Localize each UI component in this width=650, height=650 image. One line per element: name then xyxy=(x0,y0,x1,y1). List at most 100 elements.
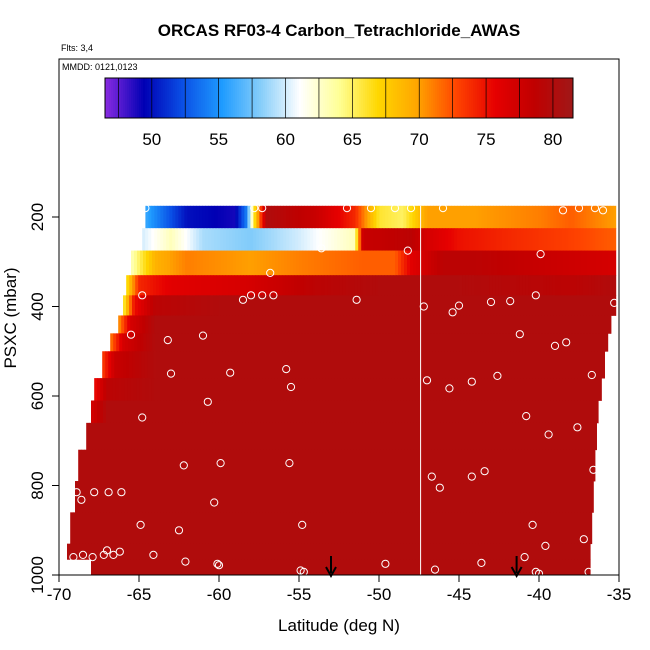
heatmap-cell xyxy=(140,333,144,352)
heatmap-cell xyxy=(547,543,551,560)
heatmap-cell xyxy=(283,228,287,251)
heatmap-cell xyxy=(291,449,295,482)
colorbar-cell xyxy=(475,78,478,118)
heatmap-cell xyxy=(394,543,398,560)
heatmap-cell xyxy=(448,315,452,334)
heatmap-cell xyxy=(156,275,160,296)
heatmap-cell xyxy=(129,449,133,482)
heatmap-cell xyxy=(134,422,138,451)
heatmap-cell xyxy=(180,481,184,513)
heatmap-cell xyxy=(322,205,326,229)
heatmap-cell xyxy=(97,400,101,424)
heatmap-cell xyxy=(249,295,253,316)
x-tick-label: -45 xyxy=(447,585,472,604)
heatmap-cell xyxy=(522,449,526,482)
heatmap-cell xyxy=(251,333,255,352)
colorbar-cell xyxy=(387,78,390,118)
heatmap-cell xyxy=(535,400,539,424)
sample-point xyxy=(573,423,582,432)
heatmap-cell xyxy=(353,333,357,352)
heatmap-cell xyxy=(129,275,133,296)
heatmap-cell xyxy=(503,333,507,352)
heatmap-cell xyxy=(547,378,551,401)
heatmap-cell xyxy=(412,559,416,576)
heatmap-cell xyxy=(447,481,451,513)
heatmap-cell xyxy=(471,275,475,296)
heatmap-cell xyxy=(160,559,164,576)
sample-point xyxy=(141,204,150,213)
heatmap-cell xyxy=(372,295,376,316)
heatmap-cell xyxy=(456,351,460,379)
heatmap-cell xyxy=(247,315,251,334)
heatmap-cell xyxy=(585,449,589,482)
heatmap-cell xyxy=(304,205,308,229)
heatmap-cell xyxy=(362,422,366,451)
heatmap-cell xyxy=(331,543,335,560)
heatmap-cell xyxy=(594,275,598,296)
heatmap-cell xyxy=(600,295,604,316)
heatmap-cell xyxy=(292,315,296,334)
colorbar-cell xyxy=(419,78,422,118)
heatmap-cell xyxy=(595,378,599,401)
colorbar-cell xyxy=(465,78,468,118)
heatmap-cell xyxy=(511,315,515,334)
chart-subtitle: Flts: 3,4 xyxy=(61,43,93,53)
heatmap-cell xyxy=(312,275,316,296)
heatmap-cell xyxy=(486,295,490,316)
heatmap-cell xyxy=(318,275,322,296)
heatmap-cell xyxy=(202,559,206,576)
heatmap-cell xyxy=(153,351,157,379)
heatmap-cell xyxy=(156,351,160,379)
heatmap-cell xyxy=(423,481,427,513)
heatmap-cell xyxy=(329,333,333,352)
colorbar-cell xyxy=(249,78,252,118)
heatmap-cell xyxy=(505,315,509,334)
sample-point xyxy=(226,368,235,377)
colorbar-cell xyxy=(267,78,270,118)
heatmap-cell xyxy=(598,378,602,401)
heatmap-cell xyxy=(453,449,457,482)
heatmap-cell xyxy=(565,315,569,334)
heatmap-cell xyxy=(331,559,335,576)
sample-point xyxy=(216,459,225,468)
heatmap-cell xyxy=(323,333,327,352)
colorbar-cell xyxy=(489,78,492,118)
heatmap-cell xyxy=(217,315,221,334)
heatmap-cell xyxy=(184,378,188,401)
heatmap-cell xyxy=(269,422,273,451)
heatmap-cell xyxy=(519,295,523,316)
heatmap-cell xyxy=(118,559,122,576)
heatmap-cell xyxy=(408,351,412,379)
colorbar-cell xyxy=(327,78,330,118)
heatmap-cell xyxy=(198,351,202,379)
heatmap-cell xyxy=(324,481,328,513)
heatmap-cell xyxy=(376,205,380,229)
heatmap-cell xyxy=(97,378,101,401)
heatmap-cell xyxy=(220,378,224,401)
heatmap-cell xyxy=(603,275,607,296)
heatmap-cell xyxy=(177,295,181,316)
heatmap-cell xyxy=(312,449,316,482)
heatmap-cell xyxy=(507,449,511,482)
heatmap-cell xyxy=(145,228,149,251)
heatmap-cell xyxy=(552,351,556,379)
heatmap-cell xyxy=(349,205,353,229)
heatmap-cell xyxy=(429,351,433,379)
heatmap-cell xyxy=(427,559,431,576)
heatmap-cell xyxy=(522,481,526,513)
heatmap-cell xyxy=(214,512,218,545)
heatmap-cell xyxy=(159,481,163,513)
heatmap-cell xyxy=(466,228,470,251)
colorbar-cell xyxy=(423,78,426,118)
heatmap-cell xyxy=(333,481,337,513)
heatmap-cell xyxy=(586,315,590,334)
heatmap-cell xyxy=(549,449,553,482)
heatmap-cell xyxy=(613,205,617,229)
heatmap-cell xyxy=(225,275,229,296)
heatmap-cell xyxy=(281,422,285,451)
heatmap-cell xyxy=(447,351,451,379)
heatmap-cell xyxy=(577,543,581,560)
heatmap-cell xyxy=(596,422,597,451)
heatmap-cell xyxy=(361,315,365,334)
heatmap-cell xyxy=(605,250,609,276)
